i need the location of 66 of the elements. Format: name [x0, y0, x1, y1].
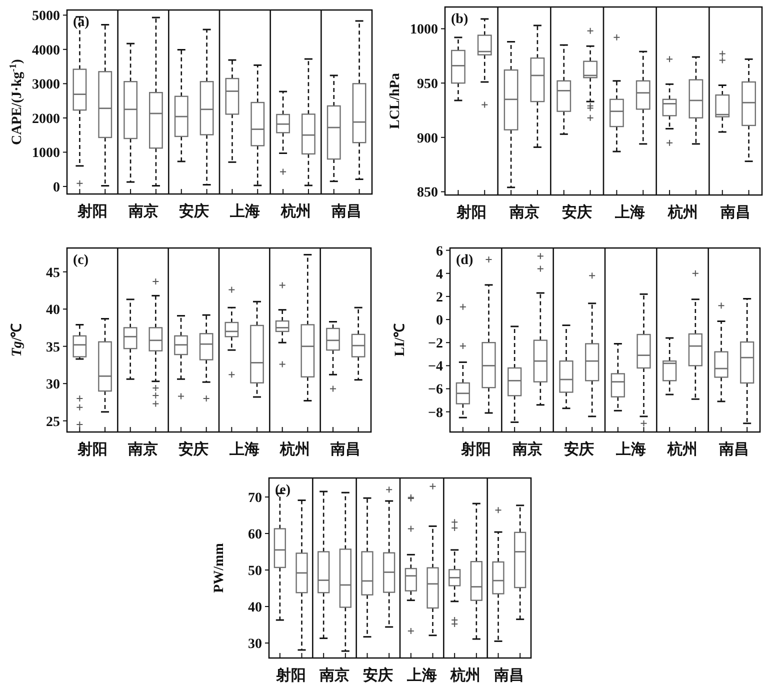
y-tick-label: 3000	[32, 78, 60, 93]
chart-title: (b)	[451, 12, 468, 27]
y-tick-label: 25	[46, 414, 60, 430]
y-tick-label: 900	[417, 131, 438, 146]
x-tick-label: 安庆	[564, 440, 594, 458]
x-tick-label: 上海	[614, 203, 645, 221]
x-tick-label: 射阳	[274, 666, 306, 684]
y-tick-label: 45	[46, 266, 60, 281]
y-tick-label: 60	[248, 527, 262, 542]
y-tick-label: −2	[428, 336, 443, 352]
y-axis-title: Tg/℃	[10, 323, 25, 357]
x-tick-label: 南京	[127, 202, 158, 220]
x-tick-label: 上海	[614, 440, 646, 458]
x-tick-label: 南昌	[718, 440, 750, 458]
x-tick-label: 上海	[406, 666, 437, 684]
x-tick-label: 射阳	[76, 440, 108, 458]
x-tick-label: 杭州	[450, 666, 480, 684]
x-tick-label: 南京	[318, 666, 350, 684]
x-tick-label: 杭州	[279, 440, 310, 458]
chart-title: (c)	[73, 253, 89, 268]
y-tick-label: 0	[53, 180, 60, 196]
x-tick-label: 射阳	[460, 440, 491, 458]
y-tick-label: 5000	[32, 9, 60, 24]
y-tick-label: 2	[436, 290, 443, 306]
chart-title: (d)	[456, 253, 474, 268]
y-tick-label: −6	[428, 382, 443, 398]
y-tick-label: 1000	[32, 146, 60, 162]
x-tick-label: 杭州	[280, 202, 311, 220]
y-tick-label: 850	[417, 186, 438, 201]
x-tick-label: 射阳	[455, 203, 486, 221]
y-axis-title: PW/mm	[212, 542, 227, 593]
x-tick-label: 安庆	[562, 203, 592, 221]
x-tick-label: 南昌	[330, 440, 361, 458]
y-tick-label: 6	[436, 244, 443, 260]
x-tick-label: 南昌	[330, 202, 362, 220]
x-tick-label: 上海	[228, 202, 260, 220]
x-tick-label: 上海	[228, 440, 260, 458]
y-tick-label: 30	[248, 637, 262, 652]
y-tick-label: 35	[46, 340, 60, 356]
y-tick-label: 4	[436, 267, 443, 282]
y-tick-label: 40	[248, 600, 262, 616]
x-tick-label: 射阳	[76, 202, 108, 220]
y-tick-label: 40	[46, 303, 60, 318]
y-axis-title: LI/℃	[393, 324, 408, 356]
y-tick-label: 70	[248, 490, 262, 506]
y-tick-label: 50	[248, 564, 262, 580]
chart-title: (a)	[73, 15, 90, 30]
x-tick-label: 杭州	[666, 440, 698, 458]
y-tick-label: −4	[428, 360, 443, 375]
y-tick-label: 950	[417, 77, 438, 92]
x-tick-label: 安庆	[363, 666, 394, 684]
x-tick-label: 南昌	[720, 203, 751, 221]
y-tick-label: 4000	[32, 43, 60, 58]
x-tick-label: 安庆	[178, 440, 209, 458]
x-tick-label: 南京	[508, 203, 540, 221]
x-tick-label: 南昌	[493, 666, 524, 684]
y-tick-label: 0	[436, 314, 443, 329]
x-tick-label: 南京	[512, 440, 542, 458]
y-tick-label: 2000	[32, 112, 60, 127]
y-axis-title: LCL/hPa	[388, 72, 403, 130]
x-tick-label: 安庆	[179, 202, 210, 220]
y-tick-label: 30	[46, 378, 60, 393]
y-tick-label: 1000	[410, 22, 438, 38]
y-tick-label: −8	[428, 406, 443, 421]
x-tick-label: 南京	[127, 440, 158, 458]
x-tick-label: 杭州	[666, 203, 698, 221]
